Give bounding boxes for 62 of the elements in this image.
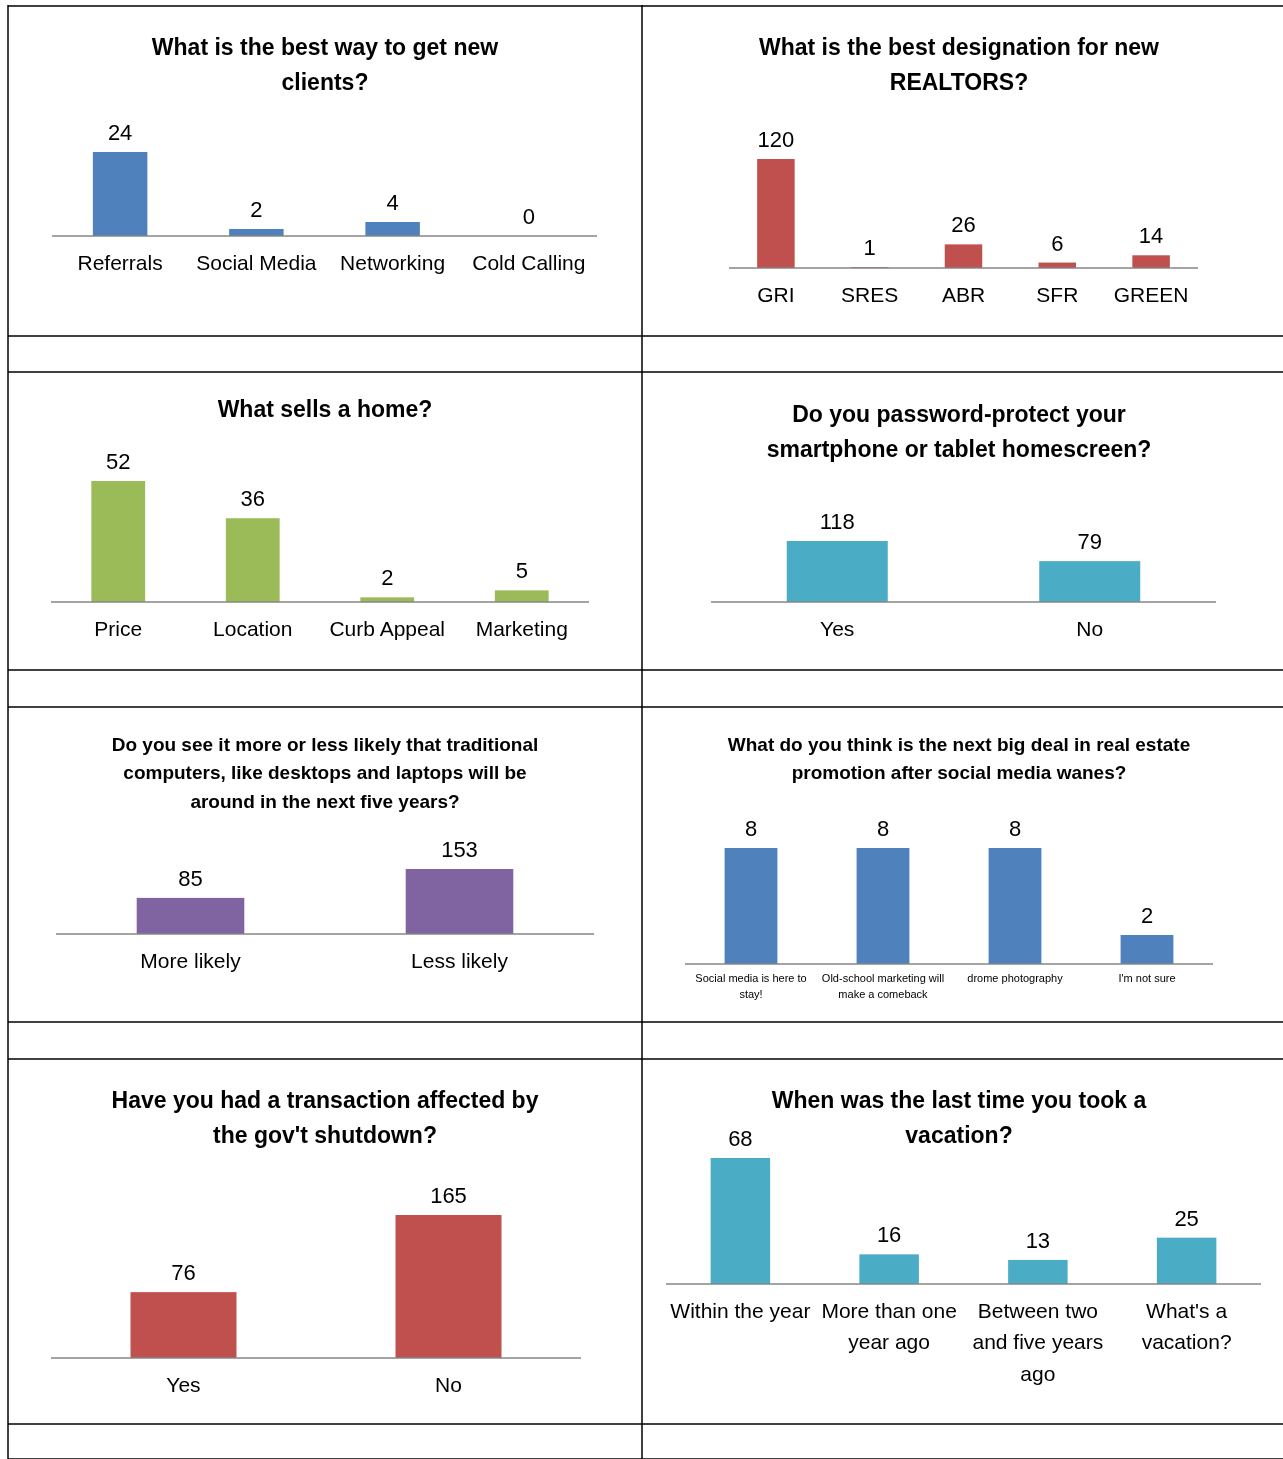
x-tick-label: Old-school marketing will make a comeback xyxy=(821,971,945,1001)
x-tick-label: Yes xyxy=(820,616,855,640)
x-tick-label: No xyxy=(435,1372,462,1396)
x-tick-label: Cold Calling xyxy=(472,250,586,274)
x-tick-label: What's a vacation? xyxy=(1141,1298,1232,1354)
data-label: 52 xyxy=(106,449,131,474)
x-tick-label: Yes xyxy=(166,1372,201,1396)
data-label: 8 xyxy=(744,816,758,841)
data-label: 120 xyxy=(757,127,795,152)
data-label: 165 xyxy=(430,1183,467,1208)
chart-title: What do you think is the next big deal in real estate promotion after social media wanes? xyxy=(727,733,1191,784)
x-tick-label: Less likely xyxy=(411,948,509,972)
data-label: 14 xyxy=(1138,223,1164,249)
x-tick-label: Price xyxy=(94,616,143,640)
x-tick-label: ABR xyxy=(941,282,986,306)
data-label: 85 xyxy=(178,865,203,891)
data-label: 6 xyxy=(1051,230,1064,256)
x-tick-label: SFR xyxy=(1036,282,1079,306)
chart-title: What is the best way to get new clients? xyxy=(151,34,499,95)
data-label: 1 xyxy=(863,235,876,261)
data-label: 13 xyxy=(1025,1227,1051,1253)
chart-title: What is the best designation for new REALTORS? xyxy=(759,34,1160,95)
x-tick-label: GRI xyxy=(757,282,795,306)
x-tick-label: Referrals xyxy=(77,250,163,274)
x-tick-label: Curb Appeal xyxy=(329,616,446,640)
data-label: 2 xyxy=(381,565,394,591)
chart-title: Do you see it more or less likely that traditional computers, like desktops and laptops will be around in the next five years? xyxy=(111,733,539,812)
data-label: 0 xyxy=(522,204,535,229)
data-label: 68 xyxy=(728,1126,753,1151)
data-label: 36 xyxy=(240,486,265,512)
x-tick-label: I'm not sure xyxy=(1118,971,1176,984)
data-label: 153 xyxy=(441,837,478,862)
x-tick-label: More than one year ago xyxy=(821,1298,957,1354)
x-tick-label: GREEN xyxy=(1113,282,1189,306)
x-tick-label: SRES xyxy=(841,282,899,306)
x-tick-label: Within the year xyxy=(670,1298,811,1322)
data-label: 5 xyxy=(515,558,528,584)
data-label: 2 xyxy=(1140,903,1154,928)
data-label: 79 xyxy=(1077,529,1102,555)
data-label: 24 xyxy=(107,120,133,145)
x-tick-label: No xyxy=(1076,616,1104,640)
data-label: 25 xyxy=(1174,1205,1199,1231)
data-label: 2 xyxy=(250,197,263,222)
data-label: 118 xyxy=(819,509,855,534)
data-label: 8 xyxy=(1008,816,1022,841)
x-tick-label: drome photography xyxy=(967,971,1064,984)
x-tick-label: More likely xyxy=(140,948,242,972)
chart-title: Have you had a transaction affected by the gov't shutdown? xyxy=(111,1087,539,1148)
chart-title: When was the last time you took a vacation? xyxy=(771,1087,1147,1148)
x-tick-label: Social media is here to stay! xyxy=(695,971,807,1001)
x-tick-label: Networking xyxy=(340,250,446,274)
x-tick-label: Marketing xyxy=(475,616,568,640)
data-label: 16 xyxy=(876,1222,902,1248)
x-tick-label: Social Media xyxy=(196,250,317,274)
data-label: 4 xyxy=(386,190,399,215)
chart-title: What sells a home? xyxy=(217,396,433,423)
data-label: 8 xyxy=(876,816,890,841)
chart-title: Do you password-protect your smartphone or tablet homescreen? xyxy=(766,401,1152,462)
x-tick-label: Location xyxy=(213,616,293,640)
data-label: 26 xyxy=(951,212,976,238)
x-tick-label: Between two and five years ago xyxy=(972,1298,1104,1385)
data-label: 76 xyxy=(171,1260,196,1286)
